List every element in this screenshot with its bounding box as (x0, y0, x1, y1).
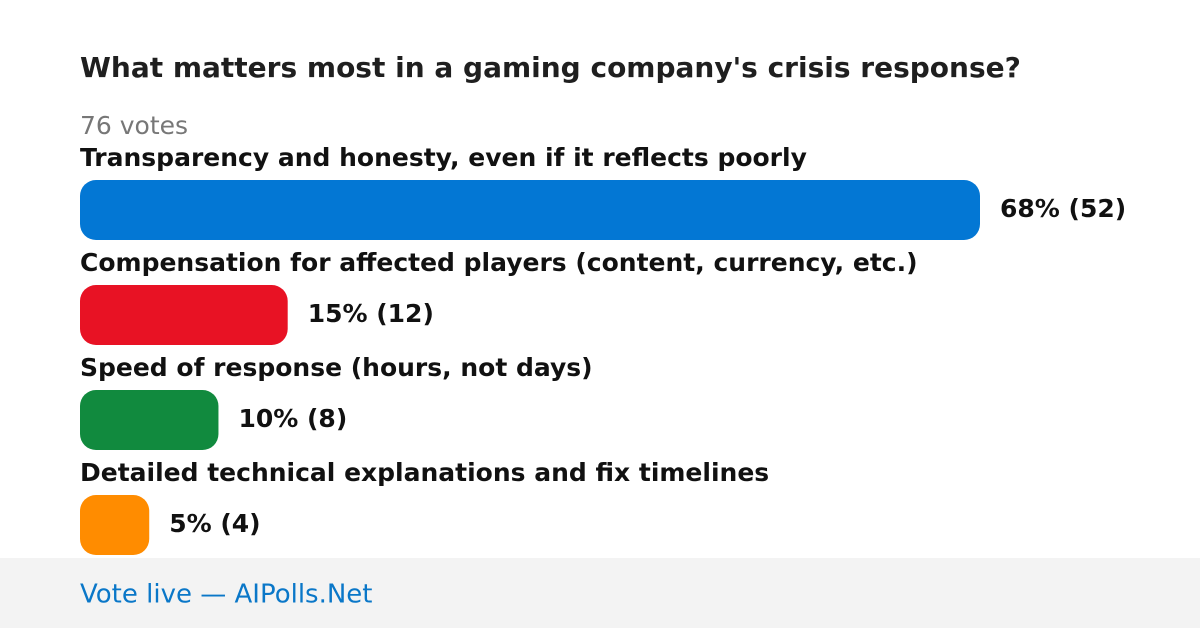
chart-title: What matters most in a gaming company's … (80, 51, 1021, 84)
option-label: Speed of response (hours, not days) (80, 353, 593, 382)
option-label: Transparency and honesty, even if it ref… (80, 143, 807, 172)
value-label: 68% (52) (1000, 194, 1126, 223)
bar (80, 180, 980, 240)
value-label: 15% (12) (308, 299, 434, 328)
bar (80, 285, 288, 345)
bar (80, 495, 150, 555)
option-label: Detailed technical explanations and fix … (80, 458, 769, 487)
value-label: 5% (4) (169, 509, 260, 538)
value-label: 10% (8) (238, 404, 347, 433)
footer-link[interactable]: Vote live — AIPolls.Net (80, 580, 373, 610)
option-label: Compensation for affected players (conte… (80, 248, 918, 277)
footer-band (0, 558, 1200, 628)
bar (80, 390, 219, 450)
vote-count: 76 votes (80, 111, 188, 140)
